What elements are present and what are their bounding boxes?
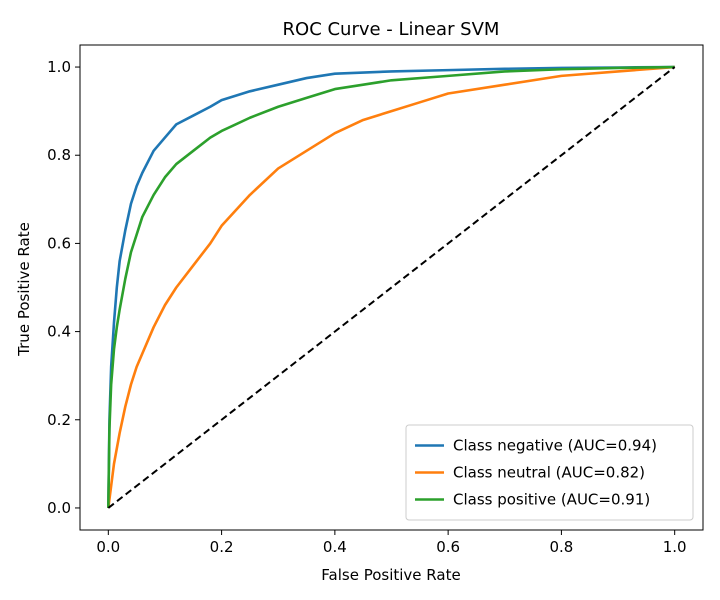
y-tick-label: 0.8 <box>47 146 71 164</box>
x-axis-label: False Positive Rate <box>321 566 460 584</box>
x-tick-label: 0.8 <box>549 538 573 556</box>
y-tick-label: 0.0 <box>47 499 71 517</box>
x-tick-label: 0.6 <box>436 538 460 556</box>
y-tick-label: 0.6 <box>47 234 71 252</box>
diagonal-reference-line <box>107 66 676 509</box>
y-axis-label: True Positive Rate <box>15 222 33 357</box>
y-tick-label: 0.4 <box>47 323 71 341</box>
axes: 0.0 0.2 0.4 0.6 0.8 1.0 0.0 0.2 0.4 0.6 0.8 1.0 <box>47 44 704 556</box>
plot-area <box>107 65 676 509</box>
series-line-1 <box>107 65 675 509</box>
legend-box <box>405 424 694 521</box>
legend-label: Class positive (AUC=0.91) <box>453 491 650 509</box>
x-tick-label: 0.0 <box>96 538 120 556</box>
chart-title: ROC Curve - Linear SVM <box>283 19 500 40</box>
legend-label: Class neutral (AUC=0.82) <box>453 464 645 482</box>
series-line-0 <box>107 65 675 508</box>
legend-label: Class negative (AUC=0.94) <box>453 437 657 455</box>
axes-frame <box>79 44 704 531</box>
legend: Class negative (AUC=0.94) Class neutral (… <box>405 424 694 521</box>
y-tick-label: 1.0 <box>47 58 71 76</box>
x-tick-label: 1.0 <box>663 538 687 556</box>
x-tick-label: 0.4 <box>323 538 347 556</box>
y-tick-label: 0.2 <box>47 411 71 429</box>
series-line-2 <box>107 65 675 508</box>
x-tick-label: 0.2 <box>210 538 234 556</box>
